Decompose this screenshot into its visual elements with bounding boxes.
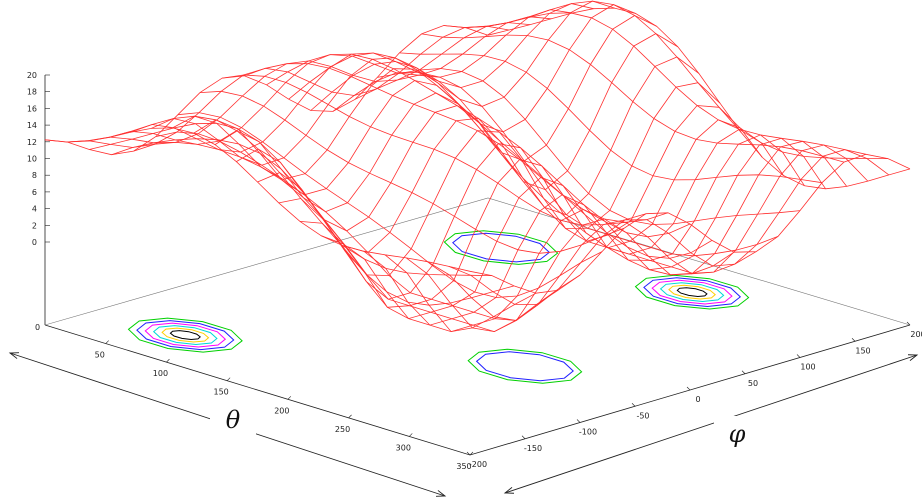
- z-tick-label: 14: [27, 121, 37, 130]
- z-tick-label: 18: [27, 88, 37, 97]
- contour-ring-2: [452, 232, 551, 263]
- theta-axis-label: θ: [226, 406, 241, 434]
- phi-arrow: [504, 354, 918, 494]
- theta-tick-label: 300: [396, 443, 411, 452]
- phi-tick-mark: [851, 338, 856, 342]
- surface-phi-line: [177, 112, 603, 298]
- phi-label-gap: [714, 416, 760, 450]
- contour-ring-3: [634, 274, 750, 310]
- phi-tick-label: 200: [910, 330, 922, 339]
- theta-tick-mark: [469, 451, 474, 456]
- surface-phi-line: [133, 141, 559, 333]
- phi-tick-mark: [796, 354, 801, 358]
- theta-tick-label: 200: [274, 406, 289, 415]
- z-tick-label: 8: [32, 171, 37, 180]
- theta-tick-mark: [287, 396, 292, 400]
- surface-phi-line: [399, 52, 823, 184]
- contour-ring-0: [161, 327, 210, 343]
- phi-tick-mark: [576, 419, 581, 423]
- theta-tick-label: 100: [153, 369, 168, 378]
- z-tick-label: 10: [27, 155, 37, 164]
- phi-tick-mark: [631, 403, 636, 407]
- phi-tick-mark: [466, 451, 471, 456]
- contour-ring-0: [144, 322, 227, 348]
- phi-axis-label: φ: [729, 420, 746, 448]
- surface-phi-line: [89, 122, 515, 306]
- z-tick-label: 20: [27, 71, 37, 80]
- theta-tick-label: 150: [214, 388, 229, 397]
- phi-tick-mark: [521, 435, 526, 439]
- axis-arrows: [8, 352, 919, 497]
- theta-tick-mark: [226, 377, 231, 381]
- surface-phi-line: [377, 68, 801, 225]
- theta-tick-label: 50: [95, 351, 105, 360]
- contour-lines: [127, 230, 750, 384]
- phi-tick-mark: [741, 370, 746, 374]
- z-tick-label: 4: [32, 205, 37, 214]
- surface-phi-line: [67, 115, 493, 276]
- theta-tick-label: 350: [456, 462, 471, 471]
- surface-theta-line: [236, 33, 679, 232]
- phi-arrow-head: [907, 354, 919, 361]
- contour-ring-0: [152, 325, 218, 346]
- contour-ring-3: [676, 287, 708, 298]
- phi-tick-mark: [906, 321, 911, 326]
- surface-phi-line: [310, 61, 735, 276]
- surface-theta-line: [172, 0, 615, 180]
- contour-ring-2: [443, 230, 559, 265]
- surface-theta-line: [214, 15, 657, 213]
- surface-phi-line: [487, 7, 911, 190]
- phi-tick-label: -150: [524, 444, 542, 453]
- surface-phi-line: [354, 74, 779, 257]
- surface-phi-line: [222, 74, 647, 226]
- surface-phi-line: [111, 138, 537, 333]
- contour-ring-0: [136, 320, 235, 351]
- z-tick-label: 6: [32, 188, 37, 197]
- contour-ring-1: [467, 348, 583, 384]
- surface-theta-line: [427, 144, 869, 321]
- theta-tick-mark: [348, 414, 352, 419]
- theta-arrow-head: [8, 352, 20, 359]
- phi-tick-label: -50: [636, 411, 649, 420]
- theta-label-gap: [210, 402, 256, 436]
- phi-arrow-head: [503, 487, 515, 494]
- surface-phi-line: [288, 52, 713, 259]
- contour-ring-3: [659, 282, 725, 303]
- base-axis-zero-label: 0: [35, 323, 40, 332]
- tick-labels: 0 2 4 6 8 10 12 14 16 18 20 50 100 150 200 250 300 350-20…: [27, 71, 922, 471]
- phi-tick-label: 150: [855, 346, 870, 355]
- theta-tick-label: 250: [335, 425, 350, 434]
- surface-phi-line: [465, 0, 889, 160]
- surface-phi-line: [155, 131, 581, 321]
- surface-theta-line: [44, 25, 489, 156]
- contour-ring-1: [475, 351, 574, 382]
- phi-tick-label: 50: [748, 379, 758, 388]
- contour-ring-0: [169, 330, 201, 341]
- z-tick-label: 16: [27, 104, 37, 113]
- surface-phi-line: [199, 90, 625, 254]
- surface-phi-line: [266, 53, 691, 238]
- phi-tick-label: 100: [800, 363, 815, 372]
- theta-arrow-head: [435, 490, 447, 497]
- base-plane: [44, 75, 911, 456]
- z-tick-label: 2: [32, 221, 37, 230]
- wireframe-surface: [44, 0, 911, 333]
- z-tick-label: 12: [27, 138, 37, 147]
- phi-tick-label: -100: [579, 428, 597, 437]
- base-back-edges: [44, 197, 911, 326]
- contour-ring-3: [651, 279, 733, 305]
- surface-phi-line: [421, 33, 845, 163]
- theta-tick-mark: [166, 358, 170, 363]
- theta-tick-mark: [409, 433, 413, 437]
- theta-tick-mark: [105, 340, 109, 344]
- z-tick-label: 0: [32, 238, 37, 247]
- phi-tick-mark: [686, 386, 691, 391]
- phi-tick-label: -200: [469, 460, 487, 469]
- contour-ring-3: [643, 277, 742, 308]
- phi-tick-label: 0: [695, 395, 700, 404]
- contour-ring-0: [127, 317, 243, 353]
- contour-ring-3: [668, 284, 716, 300]
